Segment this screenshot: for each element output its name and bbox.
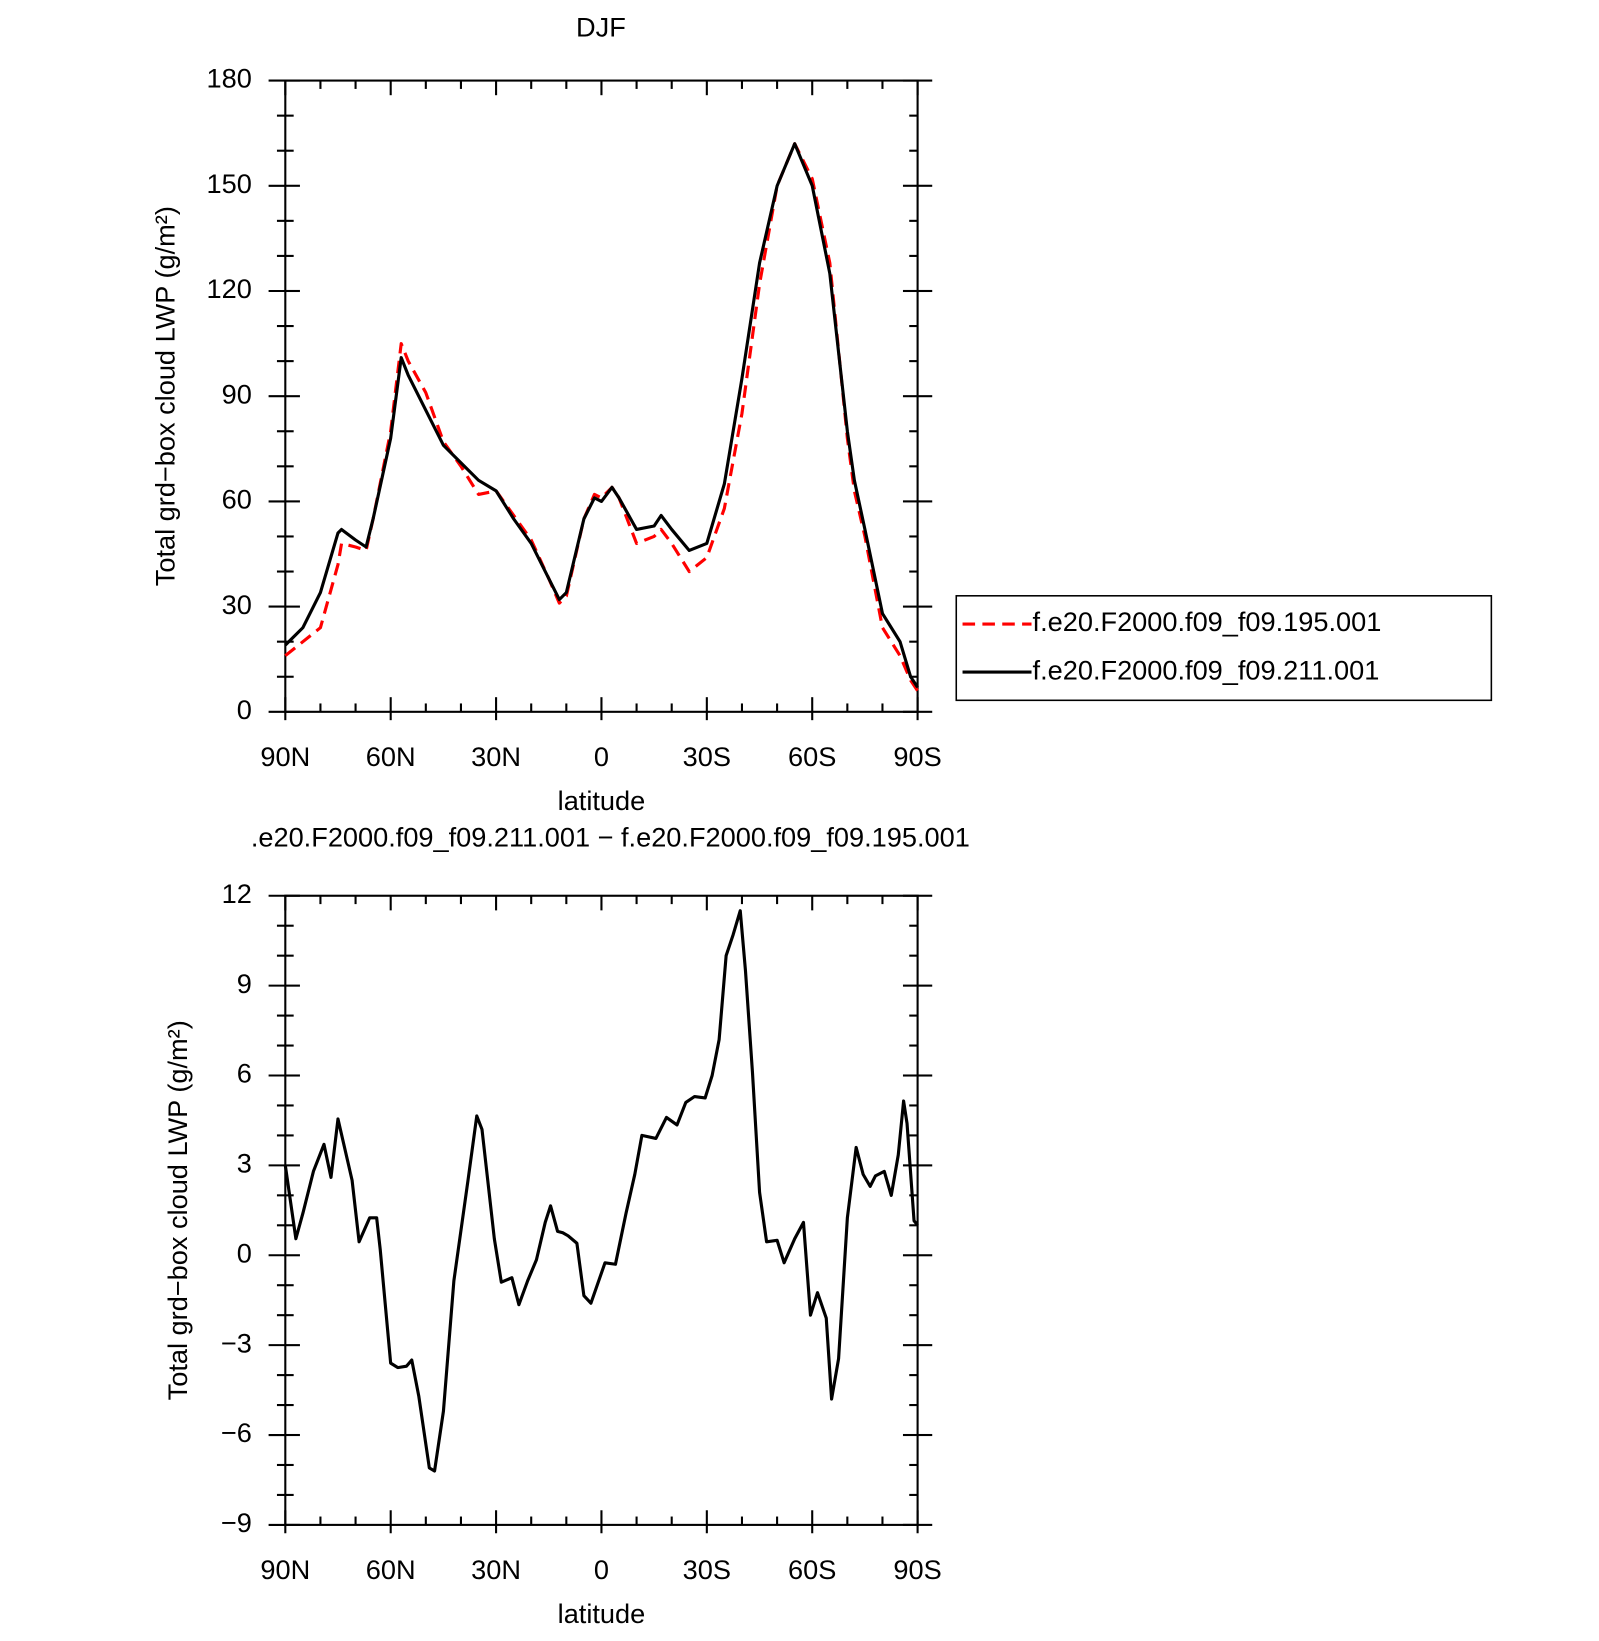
y-tick-label: 60: [222, 484, 252, 515]
x-tick-label: 90S: [893, 741, 941, 772]
y-tick-label: −9: [221, 1507, 252, 1538]
x-axis-label: latitude: [558, 1598, 646, 1629]
x-tick-label: 30S: [683, 741, 731, 772]
x-tick-label: 90N: [260, 741, 310, 772]
y-tick-label: −6: [221, 1417, 252, 1448]
y-tick-label: −3: [221, 1327, 252, 1358]
data-line: [283, 909, 919, 1473]
y-tick-label: 150: [207, 168, 252, 199]
plot-frame: [284, 79, 919, 713]
y-tick-label: 6: [237, 1058, 252, 1089]
x-tick-label: 90S: [893, 1554, 941, 1585]
x-tick-label: 0: [594, 741, 609, 772]
y-tick-label: 3: [237, 1148, 252, 1179]
x-axis-label: latitude: [558, 785, 646, 816]
x-tick-label: 30N: [471, 741, 521, 772]
x-tick-label: 30S: [683, 1554, 731, 1585]
x-tick-label: 90N: [260, 1554, 310, 1585]
legend-box: [955, 595, 1493, 702]
x-tick-label: 0: [594, 1554, 609, 1585]
data-line: [284, 142, 919, 692]
chart-title: DJF: [576, 12, 626, 43]
y-tick-label: 9: [237, 968, 252, 999]
y-tick-label: 180: [207, 63, 252, 94]
x-tick-label: 30N: [471, 1554, 521, 1585]
legend-label: f.e20.F2000.f09_f09.195.001: [1033, 606, 1382, 637]
x-tick-label: 60S: [788, 1554, 836, 1585]
x-tick-label: 60N: [366, 1554, 416, 1585]
legend-label: f.e20.F2000.f09_f09.211.001: [1033, 654, 1380, 685]
y-tick-label: 0: [237, 694, 252, 725]
plot-frame: [284, 894, 919, 1526]
y-tick-label: 90: [222, 378, 252, 409]
chart-title: .e20.F2000.f09_f09.211.001 − f.e20.F2000…: [251, 821, 970, 852]
y-axis-label: Total grd−box cloud LWP (g/m²): [162, 1020, 193, 1400]
x-tick-label: 60S: [788, 741, 836, 772]
y-axis-label: Total grd−box cloud LWP (g/m²): [149, 206, 180, 586]
x-tick-label: 60N: [366, 741, 416, 772]
y-tick-label: 120: [207, 273, 252, 304]
y-tick-label: 30: [222, 589, 252, 620]
y-tick-label: 12: [222, 878, 252, 909]
data-line: [284, 142, 919, 689]
y-tick-label: 0: [237, 1237, 252, 1268]
